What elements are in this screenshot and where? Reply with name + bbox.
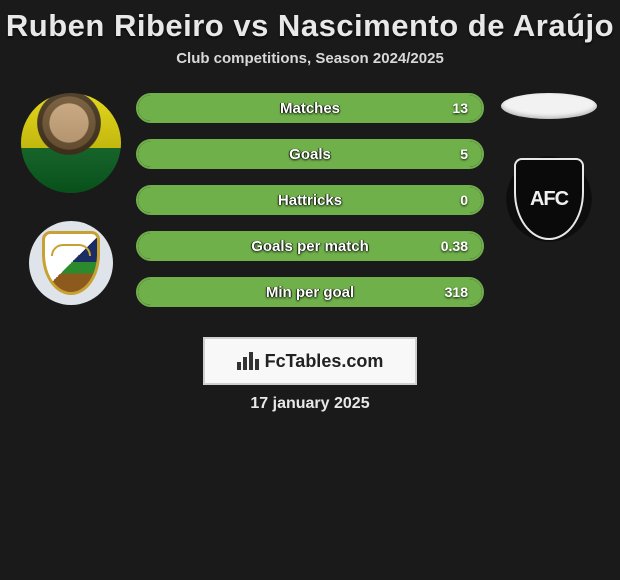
stat-bar: Min per goal318 bbox=[136, 277, 484, 307]
player1-club-logo bbox=[29, 221, 113, 305]
site-logo-text: FcTables.com bbox=[265, 351, 384, 372]
stat-bars: Matches13 Goals5 Hattricks0 Goals per match… bbox=[136, 85, 484, 307]
player2-avatar bbox=[501, 93, 597, 119]
player1-avatar bbox=[21, 93, 121, 193]
page-title: Ruben Ribeiro vs Nascimento de Araújo bbox=[0, 8, 620, 44]
stat-bar-fill bbox=[138, 141, 482, 167]
stat-bar: Hattricks0 bbox=[136, 185, 484, 215]
shield-icon bbox=[42, 231, 100, 295]
stat-bar: Goals5 bbox=[136, 139, 484, 169]
main-row: Matches13 Goals5 Hattricks0 Goals per match… bbox=[0, 85, 620, 307]
site-logo: FcTables.com bbox=[203, 337, 417, 385]
left-column bbox=[16, 85, 126, 305]
barchart-icon bbox=[237, 352, 259, 370]
stat-bar: Goals per match0.38 bbox=[136, 231, 484, 261]
stat-bar-fill bbox=[138, 95, 482, 121]
right-column: AFC bbox=[494, 85, 604, 249]
page-subtitle: Club competitions, Season 2024/2025 bbox=[0, 50, 620, 67]
snapshot-date: 17 january 2025 bbox=[0, 395, 620, 413]
comparison-card: Ruben Ribeiro vs Nascimento de Araújo Cl… bbox=[0, 0, 620, 580]
stat-bar-fill bbox=[138, 187, 482, 213]
club2-badge: AFC bbox=[514, 158, 584, 240]
stat-bar-fill bbox=[138, 233, 482, 259]
stat-bar-fill bbox=[138, 279, 482, 305]
stat-bar: Matches13 bbox=[136, 93, 484, 123]
player2-club-logo: AFC bbox=[499, 149, 599, 249]
